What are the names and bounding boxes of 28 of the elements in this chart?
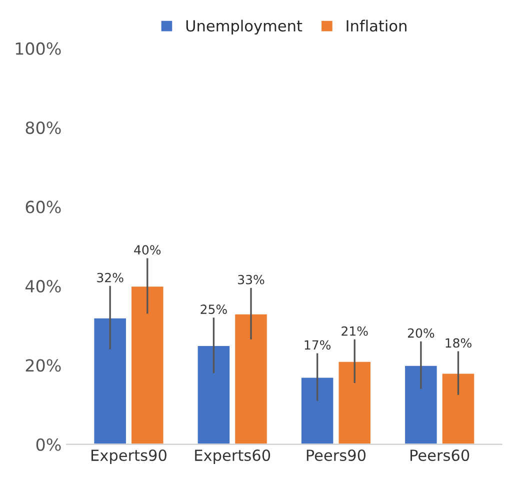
bar <box>300 376 335 444</box>
y-tick-label: 20% <box>26 359 61 372</box>
y-tick-label: 0% <box>36 438 61 451</box>
data-label: 17% <box>304 340 331 350</box>
data-label: 40% <box>134 245 161 255</box>
x-tick-label: Experts60 <box>195 449 270 464</box>
bar <box>337 360 372 444</box>
bar <box>404 364 438 444</box>
y-tick-label: 60% <box>26 200 61 214</box>
data-label: 20% <box>408 328 434 338</box>
bar <box>440 372 476 444</box>
data-label: 25% <box>200 304 227 314</box>
data-label: 18% <box>446 338 472 348</box>
legend-label: Unemployment <box>186 20 302 35</box>
bar <box>234 312 268 444</box>
data-label: 32% <box>97 272 124 282</box>
x-tick-label: Experts90 <box>92 449 166 464</box>
y-tick-label: 100% <box>16 42 61 55</box>
y-tick-label: 40% <box>25 280 61 293</box>
bar <box>196 344 231 444</box>
x-tick-label: Peers90 <box>306 449 366 462</box>
data-label: 33% <box>238 274 264 284</box>
bar <box>130 285 165 444</box>
data-label: 21% <box>342 326 368 336</box>
y-tick-label: 80% <box>26 121 61 134</box>
bar <box>92 316 128 444</box>
legend-label: Inflation <box>346 20 406 32</box>
x-tick-label: Peers60 <box>410 449 470 462</box>
